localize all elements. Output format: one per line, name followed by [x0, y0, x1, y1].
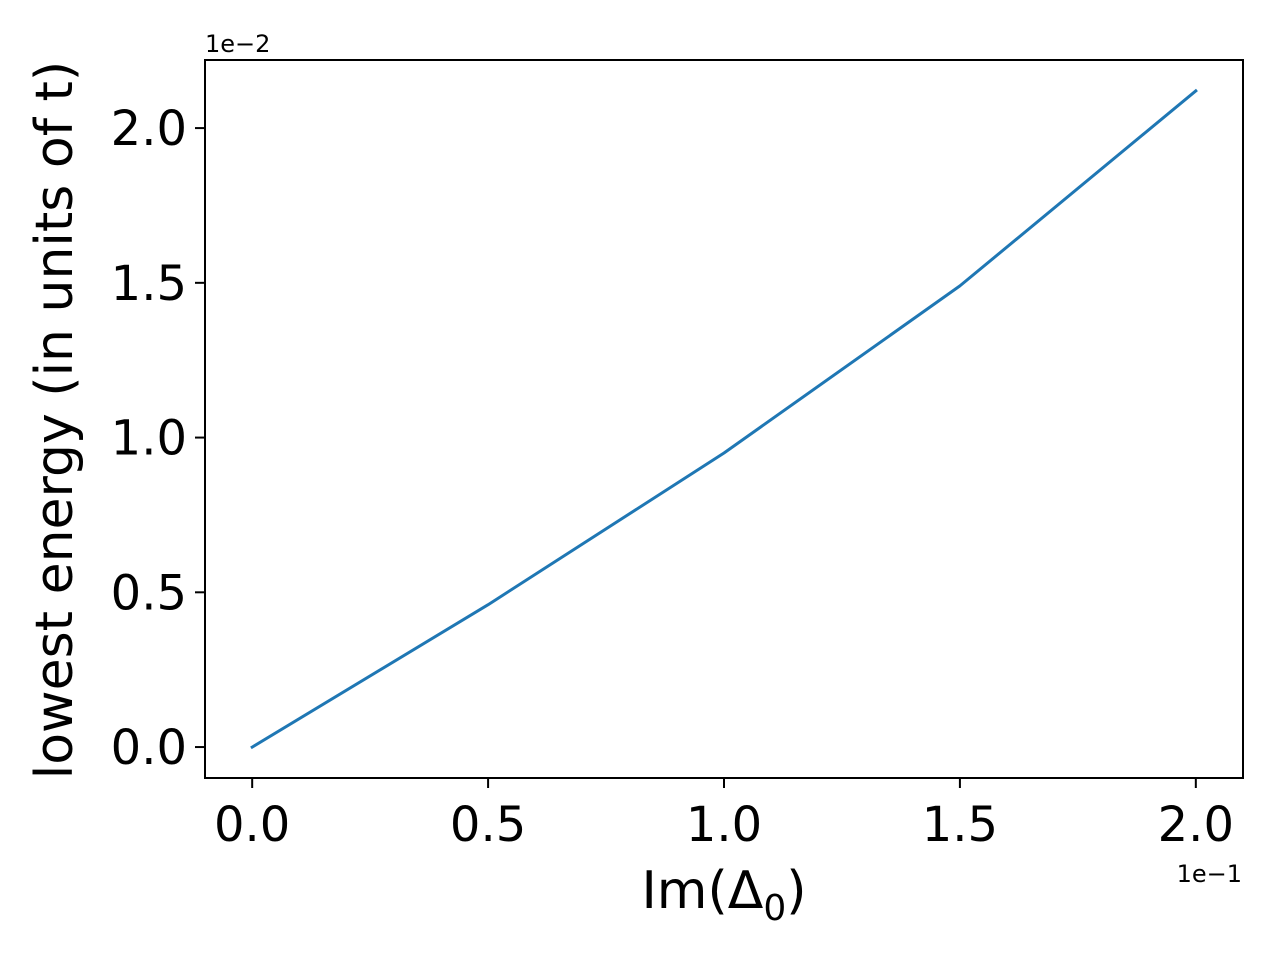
x-tick-label: 0.0 — [214, 797, 290, 853]
series-line — [250, 88, 1198, 750]
x-axis-label-close: ) — [786, 861, 806, 921]
x-axis-label: Im(Δ0) — [641, 861, 806, 929]
y-offset-label: 1e−2 — [205, 30, 270, 58]
y-tick-label: 0.5 — [111, 565, 187, 621]
x-axis: 0.0 0.5 1.0 1.5 2.0 — [214, 778, 1234, 853]
y-tick-label: 1.0 — [111, 411, 187, 467]
y-tick-label: 1.5 — [111, 256, 187, 312]
y-axis: 0.0 0.5 1.0 1.5 2.0 — [111, 101, 205, 776]
plot-area — [250, 88, 1198, 750]
x-axis-label-subscript: 0 — [763, 888, 786, 929]
x-tick-label: 1.0 — [686, 797, 762, 853]
y-tick-label: 2.0 — [111, 101, 187, 157]
x-tick-label: 0.5 — [450, 797, 526, 853]
x-tick-label: 1.5 — [922, 797, 998, 853]
y-tick-label: 0.0 — [111, 720, 187, 776]
y-axis-label: lowest energy (in units of t) — [25, 61, 85, 779]
x-offset-label: 1e−1 — [1177, 860, 1242, 888]
x-axis-label-main: Im(Δ — [641, 861, 763, 921]
x-tick-label: 2.0 — [1158, 797, 1234, 853]
